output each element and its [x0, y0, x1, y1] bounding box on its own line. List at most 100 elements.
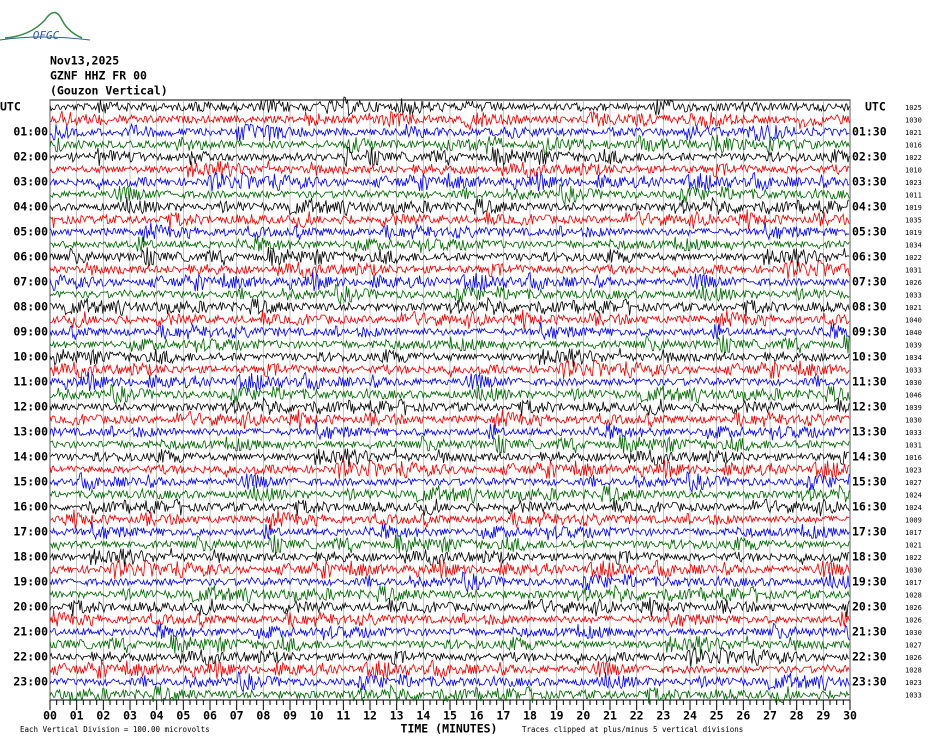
x-tick-label: 13: [390, 709, 404, 723]
trace: [49, 559, 850, 580]
left-label: 14:00: [13, 450, 48, 464]
left-label: 10:00: [13, 350, 48, 364]
trace: [49, 246, 850, 267]
right-number: 1024: [905, 504, 922, 512]
right-label: 08:30: [852, 300, 887, 314]
right-label: 20:30: [852, 600, 887, 614]
right-number: 1031: [905, 267, 922, 275]
right-number: 1027: [905, 642, 922, 650]
trace: [49, 171, 850, 193]
right-number: 1027: [905, 479, 922, 487]
x-tick-label: 17: [496, 709, 510, 723]
x-tick-label: 30: [843, 709, 857, 723]
left-label: 12:00: [13, 400, 48, 414]
trace: [49, 484, 850, 504]
right-number: 1021: [905, 542, 922, 550]
x-tick-label: 28: [790, 709, 804, 723]
left-label: 07:00: [13, 275, 48, 289]
right-number: 1011: [905, 192, 922, 200]
left-label: 05:00: [13, 225, 48, 239]
right-number: 1028: [905, 667, 922, 675]
left-label: 03:00: [13, 175, 48, 189]
x-tick-label: 11: [336, 709, 350, 723]
right-number: 1019: [905, 229, 922, 237]
left-label: 18:00: [13, 550, 48, 564]
right-label: 14:30: [852, 450, 887, 464]
right-number: 1031: [905, 442, 922, 450]
trace: [49, 209, 850, 230]
x-tick-label: 09: [283, 709, 297, 723]
x-tick-label: 05: [176, 709, 190, 723]
trace: [49, 160, 850, 180]
trace: [49, 609, 850, 629]
right-number: 1026: [905, 654, 922, 662]
trace: [49, 134, 850, 156]
right-number: 1022: [905, 154, 922, 162]
trace: [49, 571, 850, 594]
trace: [49, 634, 850, 655]
trace: [49, 471, 850, 494]
trace: [49, 371, 850, 393]
trace: [49, 548, 850, 567]
trace: [49, 296, 850, 317]
right-label: 10:30: [852, 350, 887, 364]
left-label: 04:00: [13, 200, 48, 214]
right-number: 1021: [905, 304, 922, 312]
left-label: 20:00: [13, 600, 48, 614]
x-tick-label: 29: [816, 709, 830, 723]
left-label: 19:00: [13, 575, 48, 589]
trace: [49, 448, 850, 467]
right-number: 1028: [905, 592, 922, 600]
right-label: 05:30: [852, 225, 887, 239]
right-number: 1035: [905, 217, 922, 225]
left-label: 02:00: [13, 150, 48, 164]
right-number: 1033: [905, 367, 922, 375]
right-number: 1030: [905, 379, 922, 387]
trace: [49, 146, 850, 168]
trace: [49, 348, 850, 367]
right-number: 1019: [905, 204, 922, 212]
trace: [49, 110, 850, 131]
trace: [49, 684, 850, 704]
trace: [49, 522, 850, 541]
x-tick-label: 06: [203, 709, 217, 723]
right-label: 04:30: [852, 200, 887, 214]
x-tick-label: 26: [736, 709, 750, 723]
x-tick-label: 08: [256, 709, 270, 723]
right-number: 1030: [905, 417, 922, 425]
right-number: 1039: [905, 404, 922, 412]
x-tick-label: 21: [603, 709, 617, 723]
trace: [49, 322, 850, 341]
right-number: 1025: [905, 104, 922, 112]
x-tick-label: 16: [470, 709, 484, 723]
left-label: 22:00: [13, 650, 48, 664]
right-number: 1024: [905, 492, 922, 500]
right-number: 1017: [905, 579, 922, 587]
trace: [49, 396, 850, 417]
right-number: 1030: [905, 629, 922, 637]
trace: [50, 309, 850, 330]
right-number: 1040: [905, 329, 922, 337]
x-tick-label: 01: [70, 709, 84, 723]
right-label: 16:30: [852, 500, 887, 514]
right-number: 1009: [905, 517, 922, 525]
left-label: 08:00: [13, 300, 48, 314]
x-tick-label: 12: [363, 709, 377, 723]
right-number: 1026: [905, 279, 922, 287]
footer-division: Each Vertical Division = 100.00 microvol…: [20, 725, 210, 734]
right-label: 01:30: [852, 125, 887, 139]
trace: [49, 222, 850, 243]
left-label: 23:00: [13, 675, 48, 689]
trace: [49, 622, 850, 641]
footer-clip: Traces clipped at plus/minus 5 vertical …: [522, 725, 743, 734]
left-label: 11:00: [13, 375, 48, 389]
trace: [49, 596, 850, 618]
left-label: 13:00: [13, 425, 48, 439]
x-tick-label: 00: [43, 709, 57, 723]
trace: [49, 497, 850, 517]
right-number: 1034: [905, 354, 922, 362]
right-number: 1033: [905, 692, 922, 700]
right-number: 1033: [905, 429, 922, 437]
left-label: 16:00: [13, 500, 48, 514]
right-label: 18:30: [852, 550, 887, 564]
